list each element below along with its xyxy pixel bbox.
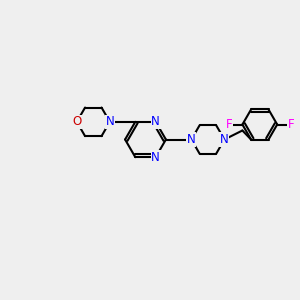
- Text: N: N: [187, 133, 196, 146]
- Text: F: F: [287, 118, 294, 131]
- Text: O: O: [72, 115, 81, 128]
- Text: N: N: [151, 115, 160, 128]
- Text: F: F: [226, 118, 232, 131]
- Text: N: N: [220, 133, 229, 146]
- Text: N: N: [151, 151, 160, 164]
- Text: N: N: [105, 115, 114, 128]
